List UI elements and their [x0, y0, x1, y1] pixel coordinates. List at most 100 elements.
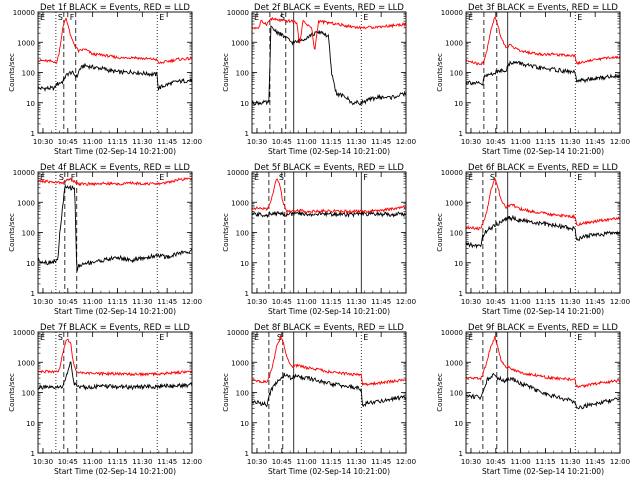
- series-lld: [466, 177, 620, 231]
- x-axis-label: Start Time (02-Sep-14 10:21:00): [482, 467, 604, 476]
- y-tick-label: 10: [240, 100, 249, 108]
- y-tick-label: 100: [236, 230, 249, 238]
- y-tick-label: 1: [245, 290, 249, 298]
- x-tick-label: 10:30: [33, 458, 53, 466]
- x-tick-label: 11:30: [132, 298, 152, 306]
- series-lld: [252, 334, 406, 387]
- y-tick-label: 10: [454, 260, 463, 268]
- plot-frame: [37, 331, 193, 454]
- x-tick-label: 11:30: [132, 458, 152, 466]
- y-tick-label: 10000: [227, 169, 249, 177]
- series-group: [252, 178, 406, 219]
- series-events: [466, 60, 620, 86]
- x-tick-label: 12:00: [396, 458, 416, 466]
- x-tick-label: 11:30: [346, 458, 366, 466]
- x-tick-label: 11:30: [560, 458, 580, 466]
- x-tick-label: 11:15: [535, 298, 555, 306]
- series-group: [252, 16, 406, 106]
- x-tick-label: 11:00: [511, 298, 531, 306]
- y-tick-label: 1000: [17, 199, 35, 207]
- x-tick-label: 10:30: [247, 298, 267, 306]
- x-tick-label: 11:00: [83, 458, 103, 466]
- series-events: [252, 210, 406, 219]
- region-label: E: [577, 173, 582, 182]
- plot-frame: [251, 171, 407, 294]
- region-label: E: [468, 13, 473, 22]
- x-axis-label: Start Time (02-Sep-14 10:21:00): [54, 147, 176, 156]
- y-tick-label: 10: [26, 260, 35, 268]
- x-tick-label: 11:15: [107, 458, 127, 466]
- region-label: S: [277, 333, 282, 342]
- x-tick-label: 11:15: [535, 458, 555, 466]
- y-axis-label: Counts/sec: [8, 53, 16, 92]
- y-axis-label: Counts/sec: [436, 373, 444, 412]
- series-lld: [38, 338, 192, 377]
- y-tick-label: 100: [22, 230, 35, 238]
- x-tick-label: 10:30: [461, 458, 481, 466]
- x-tick-label: 12:00: [610, 298, 630, 306]
- series-lld: [252, 178, 406, 215]
- y-tick-label: 10000: [441, 169, 463, 177]
- y-tick-label: 10000: [227, 9, 249, 17]
- x-axis-label: Start Time (02-Sep-14 10:21:00): [268, 307, 390, 316]
- region-label: S: [58, 333, 63, 342]
- x-tick-label: 10:45: [58, 298, 78, 306]
- x-tick-label: 10:45: [486, 138, 506, 146]
- region-label: E: [159, 333, 164, 342]
- y-tick-label: 1000: [231, 199, 249, 207]
- series-events: [38, 184, 192, 272]
- x-tick-label: 11:45: [157, 458, 177, 466]
- series-events: [252, 24, 406, 106]
- y-tick-label: 100: [22, 390, 35, 398]
- x-tick-label: 11:30: [560, 298, 580, 306]
- series-events: [38, 63, 192, 92]
- y-tick-label: 1: [31, 290, 35, 298]
- x-tick-label: 11:45: [157, 138, 177, 146]
- y-axis-label: Counts/sec: [436, 53, 444, 92]
- y-tick-label: 1: [459, 450, 463, 458]
- panel-title: Det 6f BLACK = Events, RED = LLD: [468, 163, 618, 173]
- panel-det-9: Det 9f BLACK = Events, RED = LLD 1 10 100 10…: [436, 323, 630, 476]
- x-axis-label: Start Time (02-Sep-14 10:21:00): [268, 467, 390, 476]
- x-tick-label: 11:45: [585, 298, 605, 306]
- y-tick-label: 10: [26, 420, 35, 428]
- y-tick-label: 1: [31, 130, 35, 138]
- panel-title: Det 3f BLACK = Events, RED = LLD: [468, 3, 618, 13]
- panel-det-5: Det 5f BLACK = Events, RED = LLD 1 10 100 10…: [222, 163, 416, 316]
- x-tick-label: 10:45: [486, 458, 506, 466]
- y-axis-label: Counts/sec: [222, 53, 230, 92]
- y-axis-label: Counts/sec: [8, 373, 16, 412]
- series-events: [252, 372, 406, 408]
- y-axis-label: Counts/sec: [8, 213, 16, 252]
- series-group: [38, 17, 192, 92]
- series-events: [466, 372, 620, 410]
- series-group: [38, 177, 192, 272]
- y-tick-label: 1: [245, 450, 249, 458]
- x-tick-label: 11:45: [371, 138, 391, 146]
- x-tick-label: 11:00: [297, 298, 317, 306]
- series-lld: [466, 16, 620, 66]
- region-label: E: [468, 173, 473, 182]
- x-tick-label: 11:00: [297, 458, 317, 466]
- y-tick-label: 10: [454, 100, 463, 108]
- panel-det-6: Det 6f BLACK = Events, RED = LLD 1 10 100 10…: [436, 163, 630, 316]
- region-label: E: [254, 333, 259, 342]
- x-tick-label: 10:30: [461, 138, 481, 146]
- panel-title: Det 2f BLACK = Events, RED = LLD: [254, 3, 404, 13]
- region-label: S: [59, 173, 64, 182]
- region-label: E: [468, 333, 473, 342]
- region-label: E: [40, 173, 45, 182]
- x-tick-label: 11:15: [321, 458, 341, 466]
- y-tick-label: 10000: [441, 329, 463, 337]
- y-tick-label: 1000: [445, 199, 463, 207]
- series-events: [38, 361, 192, 391]
- y-tick-label: 10000: [13, 329, 35, 337]
- region-label: E: [363, 13, 368, 22]
- panel-title: Det 1f BLACK = Events, RED = LLD: [40, 3, 190, 13]
- y-tick-label: 1: [459, 290, 463, 298]
- series-lld: [466, 335, 620, 388]
- y-tick-label: 1: [31, 450, 35, 458]
- x-tick-label: 11:15: [321, 298, 341, 306]
- x-tick-label: 11:30: [132, 138, 152, 146]
- y-tick-label: 10: [26, 100, 35, 108]
